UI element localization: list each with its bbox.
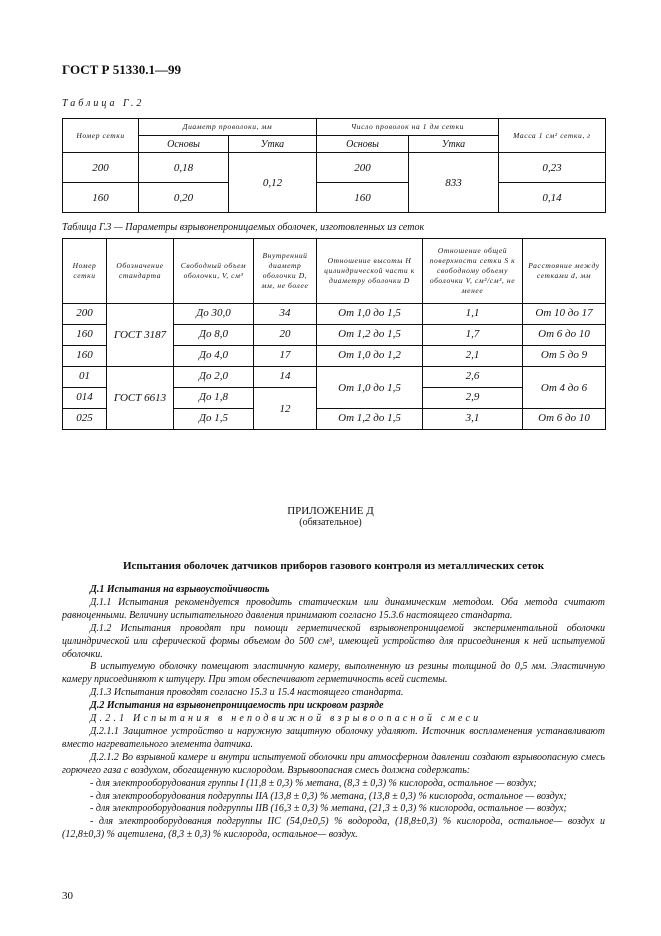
cell-distance: От 6 до 10 bbox=[522, 408, 606, 430]
header-weft: Утка bbox=[228, 135, 317, 153]
section-heading: Д.1 Испытания на взрывоустойчивость bbox=[90, 584, 270, 595]
appendix-heading: Испытания оболочек датчиков приборов газ… bbox=[122, 560, 545, 572]
cell-count-warp: 200 bbox=[316, 152, 409, 183]
list-item: - для электрооборудования подгруппы IIC … bbox=[62, 816, 605, 841]
cell-ratio-s: 2,9 bbox=[422, 387, 523, 409]
cell-mesh: 025 bbox=[62, 408, 107, 430]
appendix-title: ПРИЛОЖЕНИЕ Д bbox=[287, 505, 374, 517]
cell-standard: ГОСТ 6613 bbox=[106, 366, 174, 430]
cell-distance: От 4 до 6 bbox=[522, 366, 606, 409]
cell-volume: До 1,8 bbox=[173, 387, 254, 409]
cell-mesh: 160 bbox=[62, 345, 107, 367]
cell-standard: ГОСТ 3187 bbox=[106, 303, 174, 367]
header-ratio-h: Отношение высоты H цилиндрической части … bbox=[316, 238, 423, 304]
cell-ratio-h: От 1,0 до 1,5 bbox=[316, 303, 423, 325]
cell-ratio-h: От 1,2 до 1,5 bbox=[316, 408, 423, 430]
header-warp: Основы bbox=[316, 135, 409, 153]
header-volume: Свободный объем оболочки, V, см³ bbox=[173, 238, 254, 304]
header-mesh-number: Номер сетки bbox=[62, 118, 139, 153]
cell-ratio-s: 1,1 bbox=[422, 303, 523, 325]
cell-distance: От 6 до 10 bbox=[522, 324, 606, 346]
cell-mesh: 01 bbox=[62, 366, 107, 388]
cell-mesh: 200 bbox=[62, 303, 107, 325]
header-diameter: Внутренний диаметр оболочки D, мм, не бо… bbox=[253, 238, 317, 304]
table-g2-caption: Таблица Г.2 bbox=[62, 98, 145, 109]
cell-volume: До 8,0 bbox=[173, 324, 254, 346]
appendix-subtitle: (обязательное) bbox=[299, 517, 362, 528]
paragraph: В испытуемую оболочку помещают эластичну… bbox=[62, 661, 605, 686]
table-row: 200 0,18 0,12 200 833 0,23 bbox=[62, 152, 606, 213]
cell-count-weft: 833 bbox=[408, 152, 499, 213]
cell-mass: 0,23 bbox=[498, 152, 606, 183]
paragraph: Д.1.1 Испытания рекомендуется проводить … bbox=[62, 596, 605, 621]
cell-mesh: 160 bbox=[62, 182, 139, 213]
table-row: 160 0,20 160 0,14 bbox=[62, 182, 606, 213]
table-g3: Номер сетки Обозначение стандарта Свобод… bbox=[62, 238, 606, 430]
paragraph: Д.2.1.1 Защитное устройство и наружную з… bbox=[62, 725, 605, 750]
cell-distance: От 10 до 17 bbox=[522, 303, 606, 325]
cell-volume: До 4,0 bbox=[173, 345, 254, 367]
cell-volume: До 2,0 bbox=[173, 366, 254, 388]
cell-distance: От 5 до 9 bbox=[522, 345, 606, 367]
section-heading: Д.2 Испытания на взрывонепроницаемость п… bbox=[90, 700, 384, 712]
body-text: Д.1 Испытания на взрывоустойчивость Д.1.… bbox=[62, 584, 605, 842]
cell-diameter: 12 bbox=[253, 387, 317, 430]
cell-mesh: 160 bbox=[62, 324, 107, 346]
header-wire-diameter: Диаметр проволоки, мм bbox=[138, 118, 317, 136]
cell-mass: 0,14 bbox=[498, 182, 606, 213]
cell-ratio-h: От 1,0 до 1,5 bbox=[316, 366, 423, 409]
cell-ratio-s: 2,1 bbox=[422, 345, 523, 367]
paragraph: Д.1.2 Испытания проводят при помощи герм… bbox=[62, 622, 605, 660]
cell-volume: До 30,0 bbox=[173, 303, 254, 325]
header-ratio-s: Отношение общей поверхности сетки S к св… bbox=[422, 238, 523, 304]
header-wire-count: Число проволок на 1 дм сетки bbox=[316, 118, 499, 136]
list-item: - для электрооборудования подгруппы IIA … bbox=[90, 790, 567, 802]
cell-mesh: 014 bbox=[62, 387, 107, 409]
page-number: 30 bbox=[62, 890, 73, 902]
header-mesh-number: Номер сетки bbox=[62, 238, 107, 304]
cell-diam-warp: 0,18 bbox=[138, 152, 229, 183]
cell-diameter: 17 bbox=[253, 345, 317, 367]
cell-volume: До 1,5 bbox=[173, 408, 254, 430]
table-row: 025 До 1,5 От 1,2 до 1,5 3,1 От 6 до 10 bbox=[62, 408, 606, 430]
cell-ratio-s: 2,6 bbox=[422, 366, 523, 388]
table-row: 01 ГОСТ 6613 До 2,0 14 От 1,0 до 1,5 2,6… bbox=[62, 366, 606, 430]
header-warp: Основы bbox=[138, 135, 229, 153]
cell-diameter: 20 bbox=[253, 324, 317, 346]
cell-ratio-s: 3,1 bbox=[422, 408, 523, 430]
paragraph: Д.2.1.2 Во взрывной камере и внутри испы… bbox=[62, 751, 605, 776]
header-mass: Масса 1 см² сетки, г bbox=[498, 118, 606, 153]
header-distance: Расстояние между сетками d, мм bbox=[522, 238, 606, 304]
cell-diameter: 14 bbox=[253, 366, 317, 388]
paragraph: Д.1.3 Испытания проводят согласно 15.3 и… bbox=[90, 687, 404, 699]
header-weft: Утка bbox=[408, 135, 499, 153]
cell-ratio-s: 1,7 bbox=[422, 324, 523, 346]
list-item: - для электрооборудования группы I (11,8… bbox=[90, 777, 537, 789]
table-g3-caption: Таблица Г.3 — Параметры взрывонепроницае… bbox=[62, 222, 425, 233]
cell-count-warp: 160 bbox=[316, 182, 409, 213]
cell-mesh: 200 bbox=[62, 152, 139, 183]
subsection-heading: Д.2.1 Испытания в неподвижной взрывоопас… bbox=[90, 713, 482, 725]
cell-ratio-h: От 1,0 до 1,2 bbox=[316, 345, 423, 367]
document-header: ГОСТ Р 51330.1—99 bbox=[62, 62, 181, 77]
cell-ratio-h: От 1,2 до 1,5 bbox=[316, 324, 423, 346]
cell-diameter: 34 bbox=[253, 303, 317, 325]
list-item: - для электрооборудования подгруппы IIB … bbox=[90, 803, 567, 815]
cell-diam-weft: 0,12 bbox=[228, 152, 317, 213]
table-g2: Номер сетки Диаметр проволоки, мм Число … bbox=[62, 118, 606, 213]
cell-diam-warp: 0,20 bbox=[138, 182, 229, 213]
table-row: 200 ГОСТ 3187 До 30,0 34 От 1,0 до 1,5 1… bbox=[62, 303, 606, 367]
header-standard: Обозначение стандарта bbox=[106, 238, 174, 304]
